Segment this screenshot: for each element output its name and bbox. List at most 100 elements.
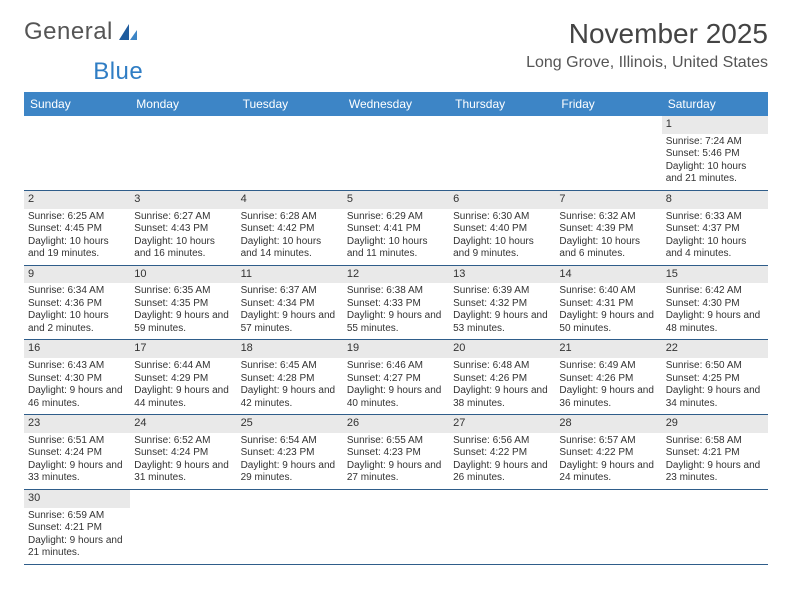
sunrise-text: Sunrise: 6:25 AM: [28, 211, 126, 224]
calendar-week-row: 2Sunrise: 6:25 AMSunset: 4:45 PMDaylight…: [24, 190, 768, 265]
sunrise-text: Sunrise: 6:56 AM: [453, 435, 551, 448]
day-number: 11: [237, 266, 343, 284]
daylight-text: Daylight: 9 hours and 55 minutes.: [347, 310, 445, 335]
day-number: 5: [343, 191, 449, 209]
sunrise-text: Sunrise: 6:54 AM: [241, 435, 339, 448]
sunrise-text: Sunrise: 6:28 AM: [241, 211, 339, 224]
sunrise-text: Sunrise: 6:39 AM: [453, 285, 551, 298]
sunset-text: Sunset: 5:46 PM: [666, 148, 764, 161]
calendar-day-cell: [130, 116, 236, 190]
sunrise-text: Sunrise: 6:42 AM: [666, 285, 764, 298]
sunrise-text: Sunrise: 6:29 AM: [347, 211, 445, 224]
sunset-text: Sunset: 4:27 PM: [347, 373, 445, 386]
sunrise-text: Sunrise: 6:37 AM: [241, 285, 339, 298]
calendar-day-cell: 9Sunrise: 6:34 AMSunset: 4:36 PMDaylight…: [24, 265, 130, 340]
sunrise-text: Sunrise: 6:34 AM: [28, 285, 126, 298]
calendar-day-cell: 29Sunrise: 6:58 AMSunset: 4:21 PMDayligh…: [662, 415, 768, 490]
calendar-day-cell: 22Sunrise: 6:50 AMSunset: 4:25 PMDayligh…: [662, 340, 768, 415]
day-number: 18: [237, 340, 343, 358]
sunrise-text: Sunrise: 6:40 AM: [559, 285, 657, 298]
sunset-text: Sunset: 4:35 PM: [134, 298, 232, 311]
daylight-text: Daylight: 10 hours and 9 minutes.: [453, 236, 551, 261]
calendar-day-cell: 25Sunrise: 6:54 AMSunset: 4:23 PMDayligh…: [237, 415, 343, 490]
day-number: 13: [449, 266, 555, 284]
day-number: 29: [662, 415, 768, 433]
calendar-day-cell: 18Sunrise: 6:45 AMSunset: 4:28 PMDayligh…: [237, 340, 343, 415]
calendar-week-row: 30Sunrise: 6:59 AMSunset: 4:21 PMDayligh…: [24, 489, 768, 564]
calendar-day-cell: 28Sunrise: 6:57 AMSunset: 4:22 PMDayligh…: [555, 415, 661, 490]
daylight-text: Daylight: 9 hours and 59 minutes.: [134, 310, 232, 335]
day-number: 1: [662, 116, 768, 134]
calendar-day-cell: 21Sunrise: 6:49 AMSunset: 4:26 PMDayligh…: [555, 340, 661, 415]
day-number: 6: [449, 191, 555, 209]
daylight-text: Daylight: 9 hours and 48 minutes.: [666, 310, 764, 335]
calendar-day-cell: [343, 116, 449, 190]
daylight-text: Daylight: 9 hours and 26 minutes.: [453, 460, 551, 485]
sunrise-text: Sunrise: 7:24 AM: [666, 136, 764, 149]
daylight-text: Daylight: 9 hours and 46 minutes.: [28, 385, 126, 410]
sunset-text: Sunset: 4:41 PM: [347, 223, 445, 236]
calendar-day-cell: 16Sunrise: 6:43 AMSunset: 4:30 PMDayligh…: [24, 340, 130, 415]
title-block: November 2025 Long Grove, Illinois, Unit…: [526, 18, 768, 72]
calendar-day-cell: 13Sunrise: 6:39 AMSunset: 4:32 PMDayligh…: [449, 265, 555, 340]
day-number: 19: [343, 340, 449, 358]
daylight-text: Daylight: 9 hours and 57 minutes.: [241, 310, 339, 335]
weekday-header: Thursday: [449, 92, 555, 116]
calendar-day-cell: 10Sunrise: 6:35 AMSunset: 4:35 PMDayligh…: [130, 265, 236, 340]
sunrise-text: Sunrise: 6:48 AM: [453, 360, 551, 373]
sunset-text: Sunset: 4:26 PM: [453, 373, 551, 386]
calendar-day-cell: [555, 116, 661, 190]
calendar-day-cell: 1Sunrise: 7:24 AMSunset: 5:46 PMDaylight…: [662, 116, 768, 190]
calendar-table: SundayMondayTuesdayWednesdayThursdayFrid…: [24, 92, 768, 565]
day-number: 28: [555, 415, 661, 433]
daylight-text: Daylight: 9 hours and 27 minutes.: [347, 460, 445, 485]
calendar-day-cell: [237, 489, 343, 564]
logo-text-1: General: [24, 18, 113, 46]
day-number: 21: [555, 340, 661, 358]
calendar-day-cell: 19Sunrise: 6:46 AMSunset: 4:27 PMDayligh…: [343, 340, 449, 415]
calendar-day-cell: [449, 116, 555, 190]
weekday-header: Sunday: [24, 92, 130, 116]
calendar-day-cell: 27 Sunrise: 6:56 AMSunset: 4:22 PMDayligh…: [449, 415, 555, 490]
daylight-text: Daylight: 9 hours and 33 minutes.: [28, 460, 126, 485]
day-number: 25: [237, 415, 343, 433]
calendar-day-cell: [130, 489, 236, 564]
sunrise-text: Sunrise: 6:27 AM: [134, 211, 232, 224]
sunset-text: Sunset: 4:22 PM: [453, 447, 551, 460]
sunset-text: Sunset: 4:31 PM: [559, 298, 657, 311]
sunrise-text: Sunrise: 6:44 AM: [134, 360, 232, 373]
sunset-text: Sunset: 4:24 PM: [28, 447, 126, 460]
day-number: 14: [555, 266, 661, 284]
calendar-day-cell: 23Sunrise: 6:51 AMSunset: 4:24 PMDayligh…: [24, 415, 130, 490]
weekday-header: Saturday: [662, 92, 768, 116]
daylight-text: Daylight: 9 hours and 29 minutes.: [241, 460, 339, 485]
sunrise-text: Sunrise: 6:35 AM: [134, 285, 232, 298]
daylight-text: Daylight: 9 hours and 53 minutes.: [453, 310, 551, 335]
calendar-day-cell: 2Sunrise: 6:25 AMSunset: 4:45 PMDaylight…: [24, 190, 130, 265]
daylight-text: Daylight: 10 hours and 2 minutes.: [28, 310, 126, 335]
daylight-text: Daylight: 9 hours and 23 minutes.: [666, 460, 764, 485]
daylight-text: Daylight: 10 hours and 6 minutes.: [559, 236, 657, 261]
calendar-week-row: 9Sunrise: 6:34 AMSunset: 4:36 PMDaylight…: [24, 265, 768, 340]
calendar-day-cell: 20 Sunrise: 6:48 AMSunset: 4:26 PMDayligh…: [449, 340, 555, 415]
sunset-text: Sunset: 4:40 PM: [453, 223, 551, 236]
calendar-day-cell: 12Sunrise: 6:38 AMSunset: 4:33 PMDayligh…: [343, 265, 449, 340]
calendar-day-cell: [237, 116, 343, 190]
day-number: 20: [449, 340, 555, 358]
daylight-text: Daylight: 9 hours and 24 minutes.: [559, 460, 657, 485]
day-number: 27: [449, 415, 555, 433]
daylight-text: Daylight: 9 hours and 50 minutes.: [559, 310, 657, 335]
sunset-text: Sunset: 4:36 PM: [28, 298, 126, 311]
day-number: 15: [662, 266, 768, 284]
calendar-week-row: 16Sunrise: 6:43 AMSunset: 4:30 PMDayligh…: [24, 340, 768, 415]
calendar-day-cell: [662, 489, 768, 564]
daylight-text: Daylight: 9 hours and 38 minutes.: [453, 385, 551, 410]
day-number: 30: [24, 490, 130, 508]
sunrise-text: Sunrise: 6:32 AM: [559, 211, 657, 224]
sunrise-text: Sunrise: 6:58 AM: [666, 435, 764, 448]
sunset-text: Sunset: 4:24 PM: [134, 447, 232, 460]
sunset-text: Sunset: 4:30 PM: [28, 373, 126, 386]
sunrise-text: Sunrise: 6:49 AM: [559, 360, 657, 373]
sunrise-text: Sunrise: 6:46 AM: [347, 360, 445, 373]
daylight-text: Daylight: 10 hours and 4 minutes.: [666, 236, 764, 261]
